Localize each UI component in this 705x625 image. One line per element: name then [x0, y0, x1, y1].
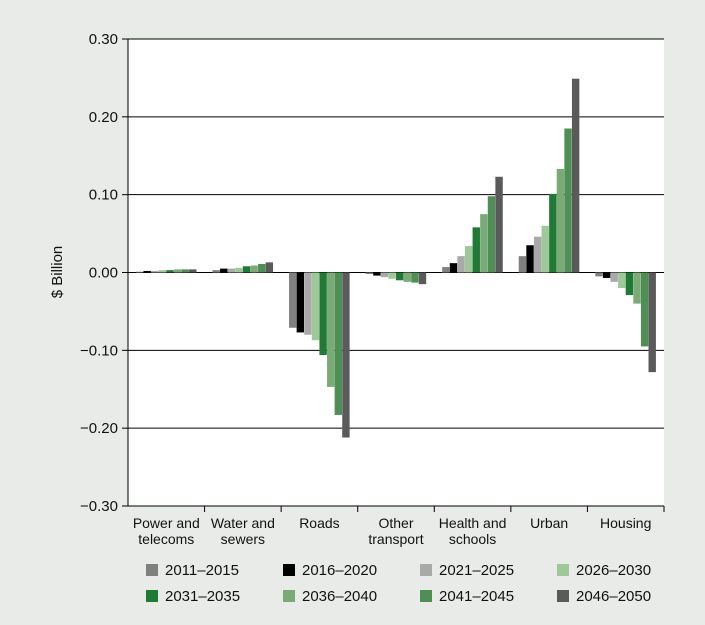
legend-swatch [557, 564, 569, 576]
bar [411, 272, 419, 283]
bar [487, 196, 496, 273]
bar [265, 262, 274, 273]
y-tick-label: −0.10 [80, 342, 118, 359]
y-tick-label: 0.00 [89, 265, 118, 282]
legend-swatch [283, 590, 295, 602]
legend-swatch [557, 590, 569, 602]
legend-swatch [283, 564, 295, 576]
bar [242, 266, 251, 273]
bar [625, 272, 634, 296]
bar [181, 269, 189, 273]
bar [304, 272, 312, 335]
bar [296, 272, 305, 333]
bar [602, 272, 611, 278]
legend-swatch [420, 590, 432, 602]
category-label: Power and [133, 515, 200, 531]
y-tick-label: 0.30 [89, 31, 118, 48]
bar [533, 236, 542, 273]
category-label: Housing [600, 515, 651, 531]
category-label: Roads [299, 515, 339, 531]
bar [541, 225, 549, 273]
bar [480, 214, 488, 273]
category-label: Water and [211, 515, 275, 531]
bar [158, 270, 167, 273]
y-tick-label: −0.20 [80, 420, 118, 437]
bar [311, 272, 320, 341]
bar [235, 267, 243, 273]
legend: 2011–2015 2016–2020 2021–2025 2026–2030 2031… [146, 562, 651, 605]
bar [380, 272, 389, 278]
bar [173, 269, 182, 273]
bar [258, 263, 266, 273]
y-tick-label: 0.20 [89, 109, 118, 126]
legend-label: 2011–2015 [165, 562, 239, 579]
y-axis-label: $ Billion [49, 246, 66, 299]
bar [518, 256, 527, 273]
bar [327, 272, 335, 387]
legend-label: 2041–2045 [439, 588, 514, 605]
bar [373, 272, 381, 276]
bar [449, 263, 458, 273]
category-label: sewers [221, 531, 265, 547]
bar [457, 256, 465, 273]
legend-label: 2026–2030 [576, 562, 651, 579]
category-label: Health and [439, 515, 507, 531]
category-label: schools [449, 531, 496, 547]
bar [220, 268, 228, 273]
bar [418, 272, 427, 285]
bar [640, 272, 649, 347]
bar [396, 272, 404, 281]
bar [564, 128, 572, 273]
legend-swatch [420, 564, 432, 576]
bar [618, 272, 626, 289]
category-label: Other [378, 515, 413, 531]
bar [571, 78, 580, 273]
bar [556, 168, 565, 273]
bar [388, 272, 396, 279]
bar [464, 246, 473, 273]
bar [595, 272, 603, 277]
bar [648, 272, 656, 373]
bar [472, 227, 480, 273]
bar [342, 272, 350, 438]
bar [250, 265, 258, 273]
y-tick-label: −0.30 [80, 498, 118, 515]
y-tick-label: 0.10 [89, 187, 118, 204]
bar [189, 269, 197, 273]
bar [549, 193, 557, 273]
category-label: transport [368, 531, 423, 547]
bar [289, 272, 297, 328]
bar [334, 272, 343, 415]
bar [319, 272, 327, 356]
axes [122, 38, 665, 512]
bar [143, 270, 151, 273]
bar [610, 272, 618, 282]
bar [495, 176, 503, 273]
bars [135, 78, 656, 438]
bar [526, 245, 534, 273]
legend-label: 2016–2020 [302, 562, 377, 579]
bar [633, 272, 641, 304]
legend-label: 2021–2025 [439, 562, 514, 579]
bar [365, 272, 373, 275]
bar [166, 270, 174, 273]
bar [135, 271, 144, 273]
category-label: Urban [530, 515, 568, 531]
legend-swatch [146, 564, 158, 576]
bar [442, 267, 450, 273]
bar [151, 270, 159, 273]
legend-label: 2031–2035 [165, 588, 240, 605]
legend-label: 2036–2040 [302, 588, 377, 605]
bar [227, 268, 236, 273]
bar [403, 272, 411, 282]
y-tick-labels: 0.30 0.20 0.10 0.00 −0.10 −0.20 −0.30 [80, 31, 118, 515]
category-label: telecoms [138, 531, 194, 547]
legend-swatch [146, 590, 158, 602]
legend-label: 2046–2050 [576, 588, 651, 605]
bar [212, 270, 220, 273]
